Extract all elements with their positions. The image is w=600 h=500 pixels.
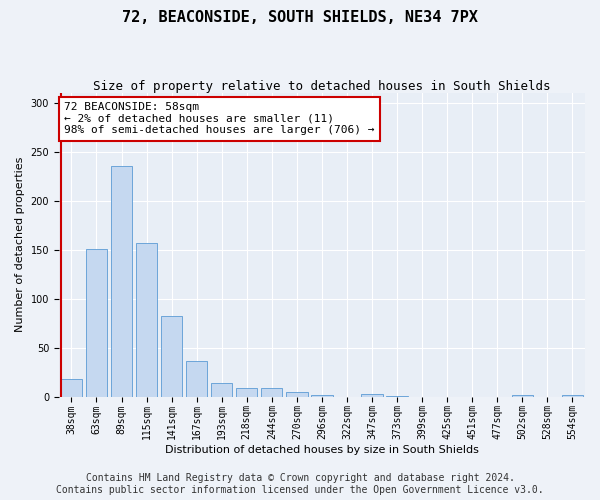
Text: 72, BEACONSIDE, SOUTH SHIELDS, NE34 7PX: 72, BEACONSIDE, SOUTH SHIELDS, NE34 7PX	[122, 10, 478, 25]
Bar	[236, 388, 257, 396]
Text: Contains HM Land Registry data © Crown copyright and database right 2024.
Contai: Contains HM Land Registry data © Crown c…	[56, 474, 544, 495]
Bar	[136, 243, 157, 396]
Bar	[211, 383, 232, 396]
X-axis label: Distribution of detached houses by size in South Shields: Distribution of detached houses by size …	[165, 445, 479, 455]
Bar	[111, 166, 132, 396]
Bar	[161, 316, 182, 396]
Y-axis label: Number of detached properties: Number of detached properties	[15, 157, 25, 332]
Bar	[512, 394, 533, 396]
Bar	[61, 379, 82, 396]
Text: 72 BEACONSIDE: 58sqm
← 2% of detached houses are smaller (11)
98% of semi-detach: 72 BEACONSIDE: 58sqm ← 2% of detached ho…	[64, 102, 374, 136]
Bar	[311, 394, 332, 396]
Bar	[286, 392, 308, 396]
Bar	[261, 388, 283, 396]
Bar	[562, 394, 583, 396]
Bar	[86, 248, 107, 396]
Title: Size of property relative to detached houses in South Shields: Size of property relative to detached ho…	[93, 80, 551, 93]
Bar	[186, 362, 208, 396]
Bar	[361, 394, 383, 396]
